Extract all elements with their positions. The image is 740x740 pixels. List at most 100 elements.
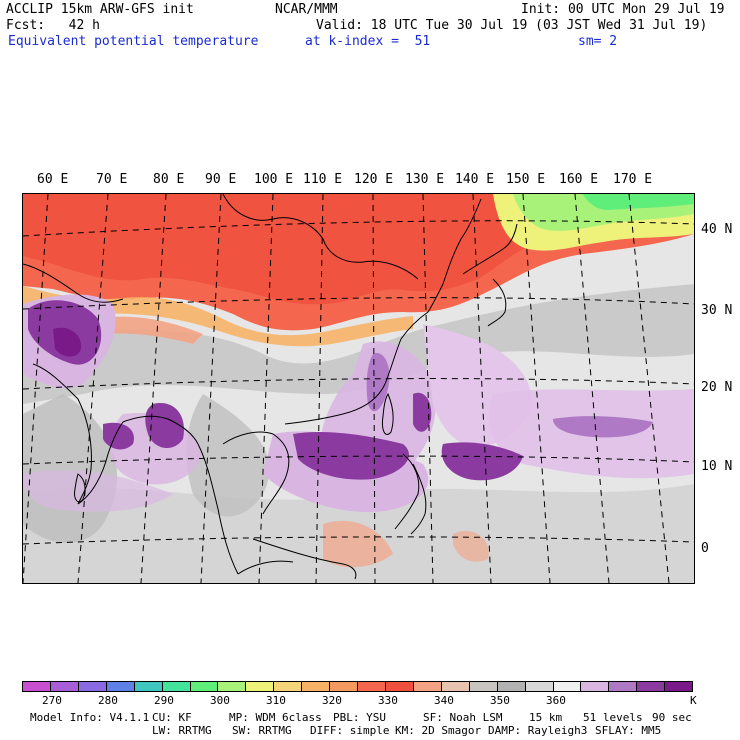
colorbar-tick: 330 xyxy=(378,694,398,707)
init-time: Init: 00 UTC Mon 29 Jul 19 xyxy=(521,2,725,17)
footer-levels: 51 levels xyxy=(583,711,643,724)
footer-resolution: 15 km xyxy=(529,711,563,724)
colorbar-tick: 360 xyxy=(546,694,566,707)
footer-sf: SF: Noah LSM xyxy=(423,711,503,724)
purple-philippine-sea xyxy=(441,442,523,481)
field-name: Equivalent potential temperature xyxy=(8,34,259,49)
colorbar-swatch xyxy=(330,682,359,691)
forecast-hour: Fcst: 42 h xyxy=(6,18,100,33)
colorbar-swatch xyxy=(246,682,275,691)
lon-label: 100 E xyxy=(254,172,294,187)
lon-label: 170 E xyxy=(613,172,653,187)
theta-e-field-map xyxy=(23,194,694,583)
philippines-west xyxy=(394,453,420,530)
colorbar-tick: 280 xyxy=(98,694,118,707)
philippines-east xyxy=(410,463,427,535)
japan-kyushu xyxy=(487,278,507,327)
mauve-pacific xyxy=(553,416,653,438)
lon-label: 130 E xyxy=(405,172,445,187)
colorbar-tick: 350 xyxy=(490,694,510,707)
footer-mp: MP: WDM 6class xyxy=(229,711,322,724)
colorbar-swatch xyxy=(78,682,107,691)
grid-lines xyxy=(23,194,694,583)
colorbar-tick: 340 xyxy=(434,694,454,707)
colorbar-swatch xyxy=(358,682,386,691)
colorbar-swatch xyxy=(497,682,526,691)
purple-taiwan xyxy=(413,392,432,432)
footer-km: KM: 2D Smagor xyxy=(395,724,482,737)
colorbar-swatch xyxy=(162,682,191,691)
taiwan xyxy=(382,392,394,435)
india-east-coast xyxy=(77,421,124,505)
bright-green-region xyxy=(583,194,694,210)
colorbar-swatch xyxy=(23,682,51,691)
lat-label: 10 N xyxy=(701,459,733,474)
footer-timestep: 90 sec xyxy=(652,711,692,724)
level-label: at k-index = 51 xyxy=(305,34,431,49)
grey-band-north xyxy=(23,284,694,404)
lon-110 xyxy=(315,194,324,583)
lon-label: 70 E xyxy=(96,172,128,187)
lon-90 xyxy=(200,194,222,583)
colorbar-tick: 270 xyxy=(42,694,62,707)
lon-80 xyxy=(140,194,167,583)
coastlines xyxy=(23,194,518,580)
lilac-arabian xyxy=(23,470,173,512)
colorbar-unit: K xyxy=(690,694,697,707)
sri-lanka xyxy=(74,473,86,503)
lat-40 xyxy=(23,220,694,237)
lon-label: 90 E xyxy=(205,172,237,187)
lat-10 xyxy=(23,455,694,465)
footer-model-info: Model Info: V4.1.1 xyxy=(30,711,150,724)
orange-edge xyxy=(23,286,413,347)
lon-label: 120 E xyxy=(354,172,394,187)
colorbar-swatch xyxy=(609,682,638,691)
china-east-coast xyxy=(400,283,444,340)
footer-sw: SW: RRTMG xyxy=(232,724,292,737)
colorbar-swatch xyxy=(106,682,135,691)
central-asia-border xyxy=(23,263,124,303)
valid-time: Valid: 18 UTC Tue 30 Jul 19 (03 JST Wed … xyxy=(316,18,708,33)
organization-label: NCAR/MMM xyxy=(275,2,338,17)
colorbar-swatch xyxy=(190,682,219,691)
myanmar-malay-coast xyxy=(197,443,239,575)
colorbar-swatch xyxy=(413,682,442,691)
colorbar-swatch xyxy=(218,682,247,691)
bengal-coast xyxy=(122,415,199,445)
model-title: ACCLIP 15km ARW-GFS init xyxy=(6,2,194,17)
colorbar-tick: 290 xyxy=(154,694,174,707)
smoothing-label: sm= 2 xyxy=(578,34,618,49)
purple-bengal xyxy=(145,403,184,449)
lat-0 xyxy=(23,536,694,545)
korea-manchuria-coast xyxy=(442,198,482,285)
lon-label: 140 E xyxy=(455,172,495,187)
lon-label: 80 E xyxy=(153,172,185,187)
java-coast xyxy=(237,560,294,575)
colorbar-swatch xyxy=(134,682,163,691)
footer-sflay: SFLAY: MM5 xyxy=(595,724,662,737)
lon-label: 110 E xyxy=(303,172,343,187)
lon-120 xyxy=(372,194,376,583)
deep-purple-pakistan xyxy=(53,327,82,357)
salmon-equatorial xyxy=(323,520,393,568)
purple-bengal-west xyxy=(103,422,134,450)
map-panel xyxy=(22,193,695,584)
footer-lw: LW: RRTMG xyxy=(152,724,212,737)
indochina-coast xyxy=(222,431,290,515)
colorbar-tick: 300 xyxy=(210,694,230,707)
grey-indochina xyxy=(186,394,270,517)
colorbar-swatch xyxy=(553,682,582,691)
lat-label: 0 xyxy=(701,541,709,556)
colorbar-swatch xyxy=(637,682,666,691)
colorbar xyxy=(22,681,693,692)
salmon-newguinea xyxy=(453,530,489,562)
lat-label: 40 N xyxy=(701,222,733,237)
lat-30 xyxy=(23,297,694,310)
lon-label: 150 E xyxy=(506,172,546,187)
colorbar-swatch xyxy=(581,682,610,691)
colorbar-swatch xyxy=(441,682,470,691)
colorbar-swatch xyxy=(302,682,331,691)
colorbar-swatch xyxy=(385,682,414,691)
purple-scs xyxy=(293,432,409,480)
mauve-china xyxy=(366,353,390,412)
